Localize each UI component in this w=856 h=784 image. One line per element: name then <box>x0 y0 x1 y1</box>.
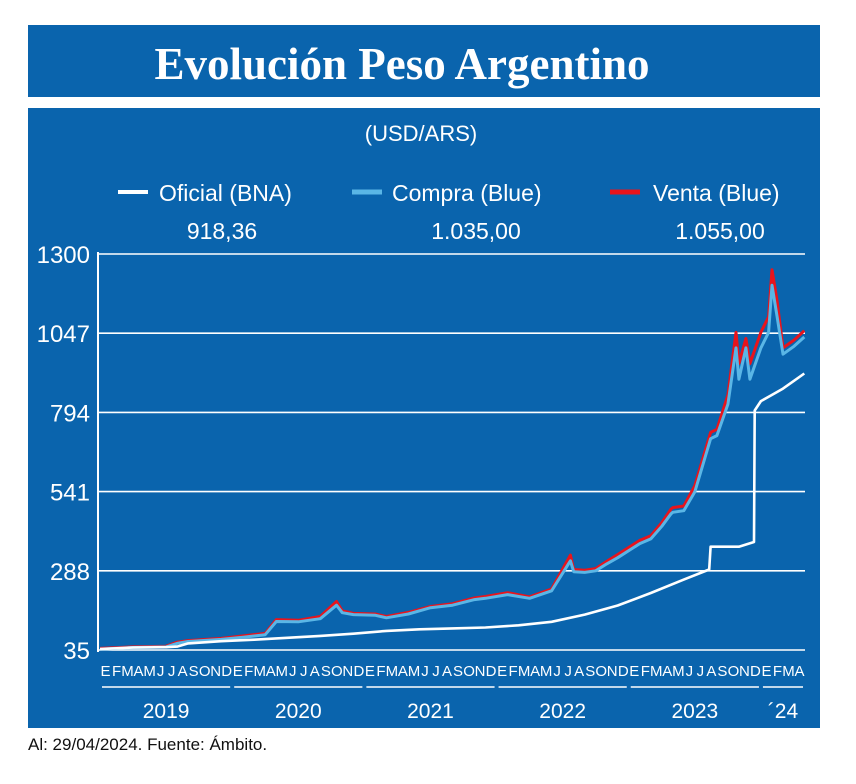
series-line-oficial <box>99 372 806 651</box>
x-tick-month: S <box>717 663 727 680</box>
x-tick-month: E <box>761 663 771 680</box>
x-tick-month: J <box>289 663 297 680</box>
x-tick-month: S <box>321 663 331 680</box>
x-tick-month: J <box>686 663 694 680</box>
x-tick-year: ´24 <box>768 700 799 723</box>
series-line-compra <box>99 283 806 651</box>
x-tick-month: A <box>442 663 452 680</box>
x-tick-month: F <box>112 663 121 680</box>
x-tick-month: M <box>650 663 663 680</box>
x-tick-month: N <box>607 663 618 680</box>
x-tick-month: J <box>697 663 705 680</box>
x-tick-month: M <box>253 663 266 680</box>
x-tick-month: M <box>518 663 531 680</box>
legend-label-compra: Compra (Blue) <box>392 180 542 206</box>
legend-label-oficial: Oficial (BNA) <box>159 180 292 206</box>
x-tick-month: M <box>540 663 553 680</box>
legend-label-venta: Venta (Blue) <box>653 180 780 206</box>
x-tick-month: A <box>662 663 672 680</box>
x-tick-month: A <box>706 663 716 680</box>
x-tick-month: E <box>365 663 375 680</box>
y-tick-label: 541 <box>50 480 90 507</box>
x-tick-year: 2019 <box>143 700 190 723</box>
x-tick-month: J <box>564 663 572 680</box>
x-tick-month: O <box>331 663 343 680</box>
x-tick-month: A <box>794 663 804 680</box>
x-tick-month: M <box>672 663 685 680</box>
x-tick-month: D <box>353 663 364 680</box>
x-tick-month: F <box>376 663 385 680</box>
y-tick-label: 1300 <box>37 242 90 269</box>
title-bar <box>28 25 820 97</box>
x-axis-years: 2019 2020 2021 2022 2023 ´24 <box>102 686 803 723</box>
x-tick-year: 2023 <box>671 700 718 723</box>
x-tick-month: M <box>121 663 134 680</box>
x-tick-month: E <box>233 663 243 680</box>
x-tick-month: M <box>143 663 156 680</box>
x-tick-month: A <box>310 663 320 680</box>
x-tick-month: O <box>728 663 740 680</box>
grid <box>98 253 805 651</box>
x-tick-month: A <box>530 663 540 680</box>
x-tick-month: E <box>101 663 111 680</box>
x-tick-month: F <box>244 663 253 680</box>
x-tick-month: N <box>210 663 221 680</box>
x-tick-month: J <box>300 663 308 680</box>
x-tick-month: A <box>398 663 408 680</box>
y-tick-label: 288 <box>50 559 90 586</box>
x-tick-month: A <box>266 663 276 680</box>
x-tick-month: S <box>585 663 595 680</box>
x-tick-month: J <box>432 663 440 680</box>
x-tick-month: N <box>739 663 750 680</box>
x-tick-month: O <box>463 663 475 680</box>
x-tick-month: E <box>497 663 507 680</box>
x-tick-month: N <box>475 663 486 680</box>
legend-value-oficial: 918,36 <box>187 218 257 244</box>
x-tick-month: A <box>134 663 144 680</box>
x-tick-month: F <box>641 663 650 680</box>
x-tick-month: M <box>408 663 421 680</box>
x-tick-month: J <box>553 663 561 680</box>
legend-value-compra: 1.035,00 <box>431 218 521 244</box>
x-tick-month: N <box>342 663 353 680</box>
x-tick-month: J <box>157 663 165 680</box>
x-tick-month: E <box>629 663 639 680</box>
chart-subtitle: (USD/ARS) <box>365 121 477 146</box>
x-tick-month: J <box>421 663 429 680</box>
chart-panel <box>28 108 820 728</box>
source-footnote: Al: 29/04/2024. Fuente: Ámbito. <box>28 735 268 754</box>
x-tick-month: S <box>189 663 199 680</box>
page-title: Evolución Peso Argentino <box>154 39 649 89</box>
y-tick-label: 1047 <box>37 321 90 348</box>
x-tick-month: O <box>595 663 607 680</box>
x-tick-month: J <box>168 663 176 680</box>
x-tick-month: D <box>221 663 232 680</box>
legend-value-venta: 1.055,00 <box>675 218 765 244</box>
x-tick-month: S <box>453 663 463 680</box>
y-axis: 35 288 541 794 1047 1300 <box>37 242 90 665</box>
x-tick-month: D <box>486 663 497 680</box>
x-tick-year: 2020 <box>275 700 322 723</box>
x-tick-month: A <box>178 663 188 680</box>
x-tick-month: M <box>276 663 289 680</box>
series-layer <box>99 268 806 651</box>
legend: Oficial (BNA) 918,36 Compra (Blue) 1.035… <box>118 180 780 244</box>
x-tick-month: A <box>574 663 584 680</box>
x-tick-year: 2022 <box>539 700 586 723</box>
x-tick-month: D <box>750 663 761 680</box>
x-tick-month: F <box>509 663 518 680</box>
x-tick-month: O <box>199 663 211 680</box>
x-tick-month: M <box>782 663 795 680</box>
y-tick-label: 35 <box>63 638 90 665</box>
x-tick-year: 2021 <box>407 700 454 723</box>
x-tick-month: D <box>618 663 629 680</box>
y-tick-label: 794 <box>50 400 90 427</box>
x-tick-month: M <box>386 663 399 680</box>
x-tick-month: F <box>773 663 782 680</box>
